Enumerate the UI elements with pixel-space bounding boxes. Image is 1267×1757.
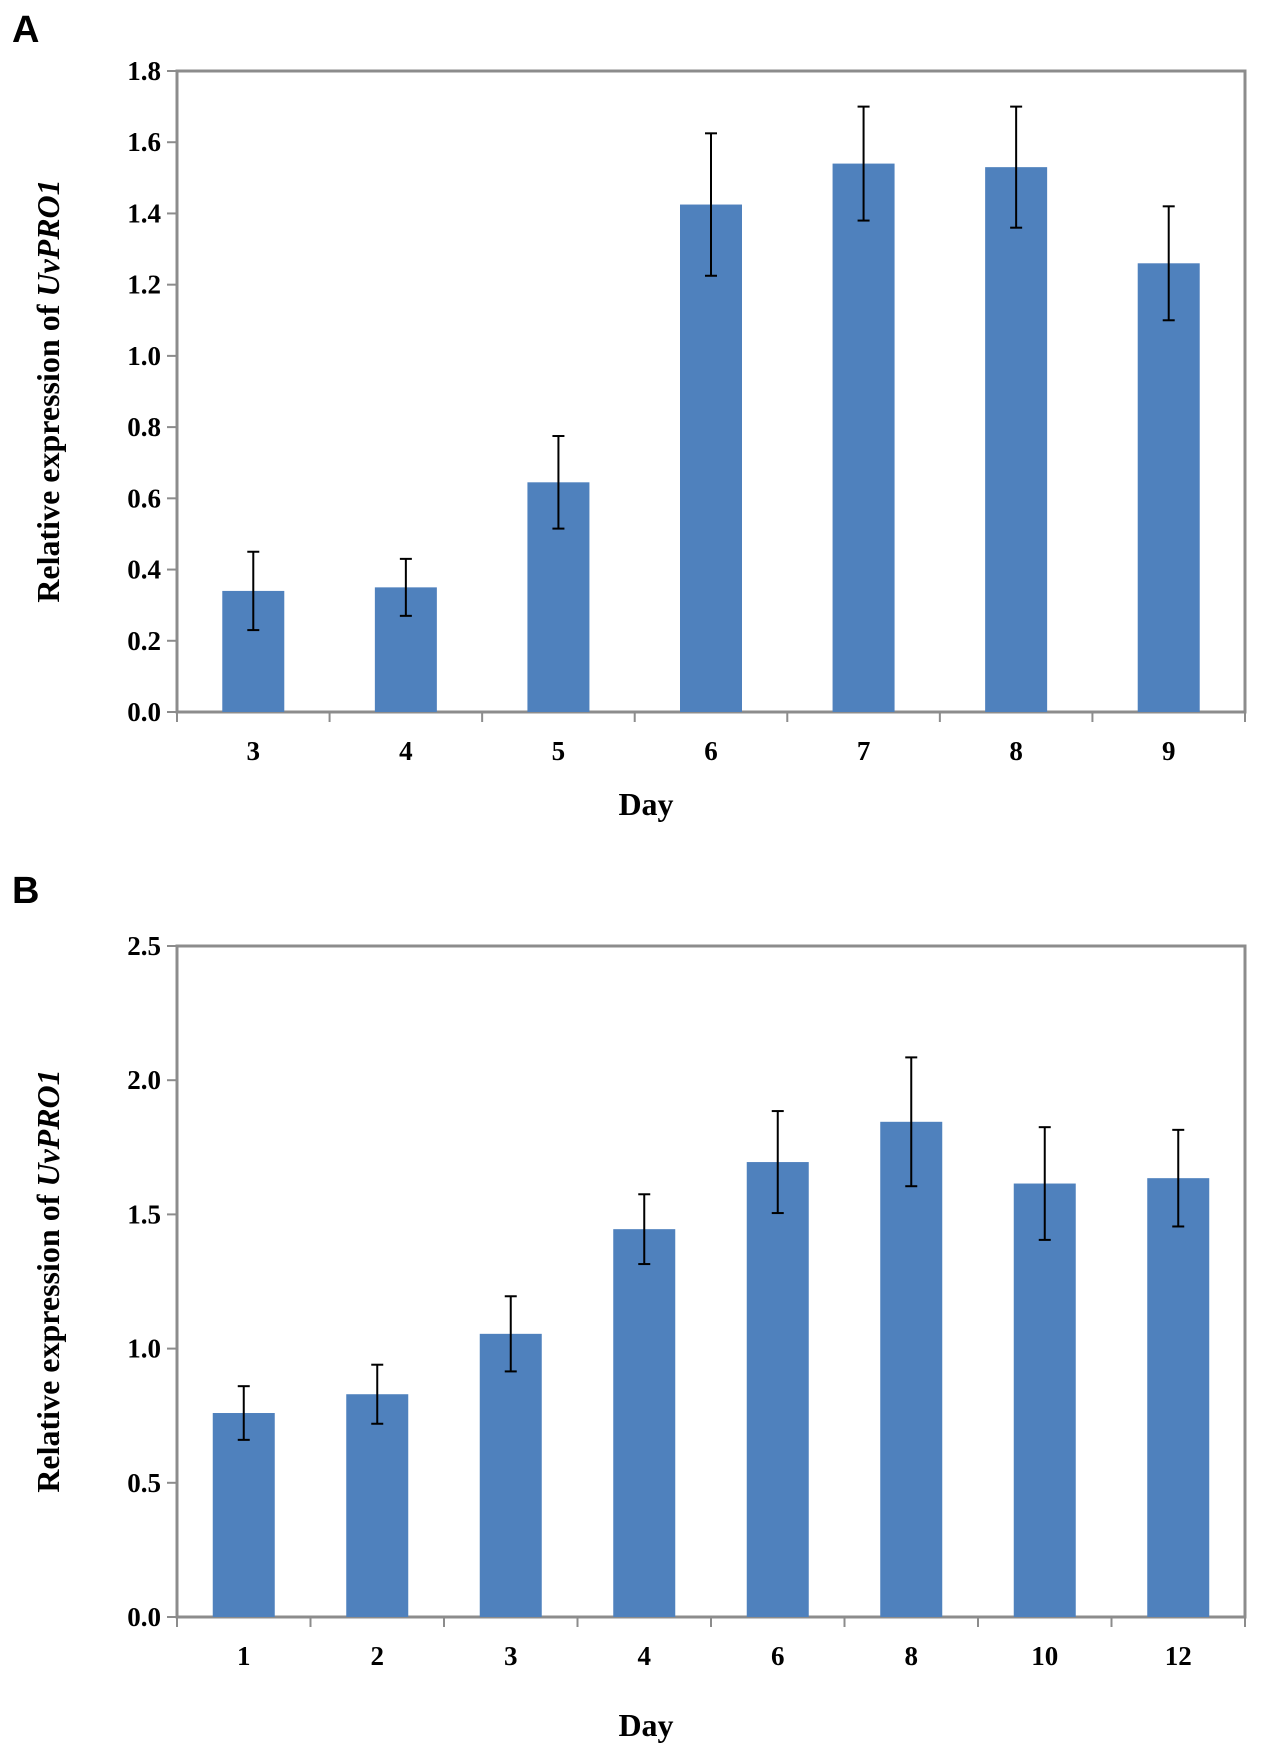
panel-b: B 0.00.51.01.52.02.5 1 2 3 4 6 8 10 12 Day Rela… bbox=[12, 870, 1247, 1743]
x-tick-label: 6 bbox=[771, 1641, 785, 1671]
x-tick-labels-b: 1 2 3 4 6 8 10 12 bbox=[237, 1641, 1192, 1671]
y-axis-title-prefix-b: Relative expression of bbox=[30, 1187, 66, 1493]
x-axis-title-a: Day bbox=[618, 786, 673, 822]
y-tick-label: 1.6 bbox=[127, 127, 161, 157]
y-axis-title-gene-b: UvPRO1 bbox=[30, 1069, 66, 1186]
error-bar-day-3 bbox=[504, 1295, 517, 1373]
x-tick-label: 8 bbox=[1009, 736, 1023, 766]
x-tick-label: 1 bbox=[237, 1641, 251, 1671]
y-ticks-a: 0.0 0.2 0.4 0.6 0.8 1.0 1.2 1.4 1.6 1.8 bbox=[127, 56, 1246, 727]
bar-day-8 bbox=[880, 1121, 943, 1617]
y-tick-label: 0.5 bbox=[127, 1468, 161, 1498]
y-tick-label: 1.4 bbox=[127, 198, 161, 228]
y-axis-title-gene-a: UvPRO1 bbox=[30, 179, 66, 296]
bar-day-2 bbox=[346, 1394, 409, 1617]
bar-day-3 bbox=[479, 1333, 542, 1617]
x-tick-label: 2 bbox=[371, 1641, 385, 1671]
x-tick-label: 4 bbox=[399, 736, 413, 766]
error-bar-day-10 bbox=[1038, 1126, 1051, 1241]
bar-day-9 bbox=[1137, 263, 1200, 712]
x-axis-title-b: Day bbox=[618, 1707, 673, 1743]
x-tick-label: 5 bbox=[552, 736, 566, 766]
y-tick-label: 1.0 bbox=[127, 1334, 161, 1364]
y-tick-label: 1.0 bbox=[127, 341, 161, 371]
y-tick-label: 0.0 bbox=[127, 697, 161, 727]
error-bar-day-4 bbox=[638, 1193, 651, 1266]
panel-a: A 0.0 0.2 0.4 0.6 0.8 1.0 1.2 1.4 1.6 1.8 3 4 5 6 7 8 9… bbox=[12, 9, 1247, 822]
bar-day-7 bbox=[832, 163, 895, 713]
y-tick-label: 0.4 bbox=[127, 555, 161, 585]
error-bar-day-12 bbox=[1172, 1128, 1185, 1228]
error-bar-day-9 bbox=[1162, 205, 1175, 322]
y-tick-label: 0.0 bbox=[127, 1602, 161, 1632]
bar-day-12 bbox=[1147, 1178, 1210, 1617]
y-axis-title-b: Relative expression of UvPRO1 bbox=[30, 1069, 66, 1492]
bars-a bbox=[222, 163, 1200, 713]
bar-day-8 bbox=[985, 167, 1048, 712]
y-tick-label: 2.0 bbox=[127, 1065, 161, 1095]
error-bars-b bbox=[237, 1056, 1185, 1441]
y-tick-label: 0.2 bbox=[127, 626, 161, 656]
bar-day-6 bbox=[746, 1162, 809, 1617]
plot-area-b bbox=[175, 944, 1247, 1619]
y-axis-title-a: Relative expression of UvPRO1 bbox=[30, 179, 66, 602]
y-tick-label: 1.2 bbox=[127, 270, 161, 300]
error-bar-day-6 bbox=[705, 132, 717, 277]
error-bar-day-7 bbox=[857, 105, 870, 222]
x-tick-label: 7 bbox=[857, 736, 871, 766]
error-bar-day-4 bbox=[399, 557, 412, 617]
y-axis-title-prefix-a: Relative expression of bbox=[30, 297, 66, 603]
bar-day-10 bbox=[1013, 1183, 1076, 1617]
x-tick-labels-a: 3 4 5 6 7 8 9 bbox=[247, 736, 1176, 766]
y-ticks-b: 0.0 0.5 1.0 1.5 2.0 2.5 bbox=[127, 931, 1246, 1632]
error-bar-day-6 bbox=[771, 1110, 784, 1215]
bars-b bbox=[212, 1121, 1210, 1617]
y-tick-label: 0.6 bbox=[127, 483, 161, 513]
error-bar-day-8 bbox=[905, 1056, 918, 1188]
y-tick-label: 0.8 bbox=[127, 412, 161, 442]
bar-day-4 bbox=[613, 1229, 676, 1617]
error-bars-a bbox=[247, 105, 1175, 632]
error-bar-day-3 bbox=[247, 550, 260, 632]
x-tick-label: 4 bbox=[638, 1641, 652, 1671]
x-tick-label: 8 bbox=[905, 1641, 919, 1671]
y-tick-label: 2.5 bbox=[127, 931, 161, 961]
x-tick-label: 6 bbox=[704, 736, 718, 766]
error-bar-day-5 bbox=[552, 435, 565, 530]
x-tick-label: 12 bbox=[1165, 1641, 1192, 1671]
y-tick-label: 1.5 bbox=[127, 1199, 161, 1229]
y-tick-label: 1.8 bbox=[127, 56, 161, 86]
x-tick-label: 3 bbox=[504, 1641, 518, 1671]
panel-label-a: A bbox=[12, 9, 39, 51]
error-bar-day-8 bbox=[1010, 105, 1023, 229]
panel-label-b: B bbox=[12, 870, 39, 912]
error-bar-day-2 bbox=[371, 1363, 384, 1425]
bar-day-6 bbox=[680, 204, 742, 712]
x-tick-label: 10 bbox=[1031, 1641, 1058, 1671]
x-tick-label: 9 bbox=[1162, 736, 1176, 766]
error-bar-day-1 bbox=[237, 1385, 250, 1441]
bar-day-1 bbox=[212, 1413, 275, 1617]
x-tick-label: 3 bbox=[247, 736, 261, 766]
